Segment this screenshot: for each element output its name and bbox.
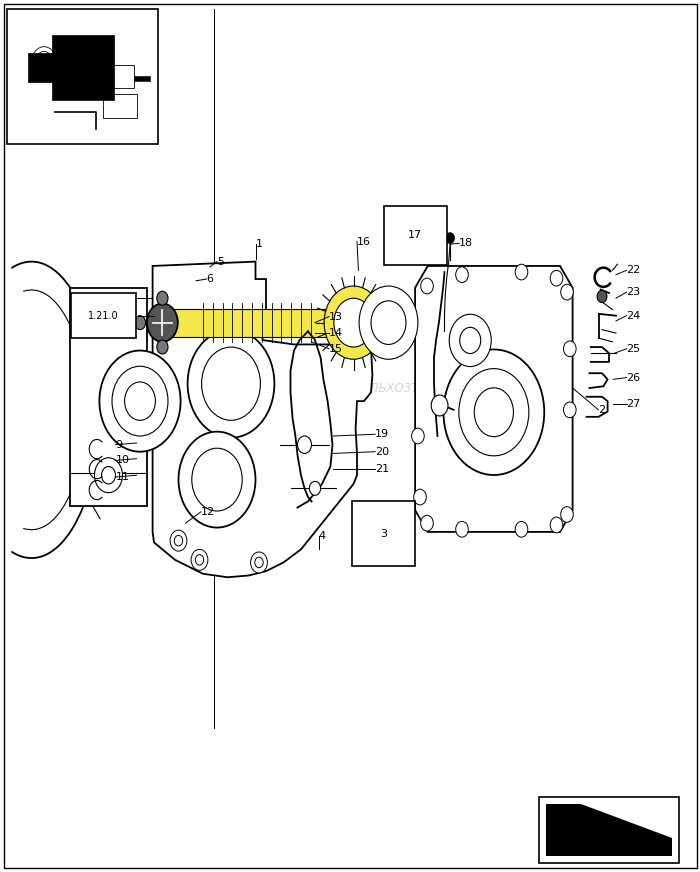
Circle shape: [324, 286, 383, 359]
Text: 1: 1: [256, 239, 262, 249]
Circle shape: [298, 436, 312, 453]
Circle shape: [102, 467, 116, 484]
Bar: [28, 52, 55, 82]
Circle shape: [251, 552, 267, 573]
Text: 7: 7: [122, 293, 130, 303]
Circle shape: [456, 521, 468, 537]
Circle shape: [32, 47, 57, 78]
Text: 8: 8: [122, 310, 130, 321]
Circle shape: [178, 432, 256, 528]
Circle shape: [192, 448, 242, 511]
Circle shape: [255, 557, 263, 568]
Circle shape: [460, 327, 481, 353]
Bar: [103, 94, 137, 118]
Bar: [52, 35, 113, 100]
Circle shape: [446, 233, 454, 243]
Circle shape: [550, 270, 563, 286]
Circle shape: [449, 314, 491, 366]
Text: ИНФОРМАЦИЯ ДЛЯ СЕЛЬХОЗТЕХНИКИ: ИНФОРМАЦИЯ ДЛЯ СЕЛЬХОЗТЕХНИКИ: [232, 382, 468, 394]
Circle shape: [188, 330, 274, 438]
Circle shape: [99, 351, 181, 452]
Text: 2: 2: [598, 405, 606, 415]
Bar: [539, 797, 679, 863]
Text: 23: 23: [626, 287, 640, 297]
Circle shape: [112, 366, 168, 436]
Circle shape: [371, 301, 406, 344]
Text: 17: 17: [408, 230, 422, 241]
Circle shape: [444, 350, 545, 475]
Text: 3: 3: [380, 528, 387, 539]
Text: 12: 12: [201, 507, 215, 517]
Text: 1.21.0: 1.21.0: [88, 310, 119, 321]
Text: 11: 11: [116, 472, 130, 482]
Circle shape: [561, 507, 573, 522]
Text: 19: 19: [375, 429, 389, 439]
Circle shape: [195, 555, 204, 565]
Circle shape: [134, 316, 146, 330]
Circle shape: [157, 340, 168, 354]
Circle shape: [38, 56, 49, 69]
Circle shape: [174, 535, 183, 546]
Text: 9: 9: [116, 439, 122, 450]
Polygon shape: [153, 262, 372, 577]
Text: 14: 14: [329, 328, 343, 338]
Text: 4: 4: [318, 531, 326, 542]
Text: 21: 21: [375, 464, 389, 474]
Circle shape: [475, 388, 514, 437]
Text: 22: 22: [626, 265, 640, 276]
Circle shape: [564, 402, 576, 418]
Text: 6: 6: [206, 274, 214, 284]
Bar: [546, 804, 672, 856]
Circle shape: [309, 481, 321, 495]
Bar: [107, 65, 134, 88]
Polygon shape: [415, 266, 573, 532]
Circle shape: [561, 284, 573, 300]
Text: 5: 5: [217, 256, 224, 267]
Circle shape: [334, 298, 373, 347]
Text: 18: 18: [459, 238, 473, 249]
Circle shape: [412, 428, 424, 444]
Text: 20: 20: [375, 446, 389, 457]
Circle shape: [64, 41, 87, 70]
Circle shape: [459, 369, 529, 456]
Circle shape: [359, 286, 418, 359]
Circle shape: [94, 458, 122, 493]
Bar: [161, 309, 364, 337]
Circle shape: [147, 303, 178, 342]
Circle shape: [431, 395, 448, 416]
Text: 15: 15: [329, 344, 343, 354]
Circle shape: [202, 347, 260, 420]
Circle shape: [515, 521, 528, 537]
Circle shape: [157, 291, 168, 305]
Circle shape: [36, 51, 52, 73]
Circle shape: [421, 278, 433, 294]
Circle shape: [191, 549, 208, 570]
Circle shape: [125, 382, 155, 420]
Circle shape: [456, 267, 468, 283]
Bar: [7, 9, 158, 144]
Circle shape: [550, 517, 563, 533]
Circle shape: [50, 61, 65, 80]
Circle shape: [170, 530, 187, 551]
Text: 10: 10: [116, 455, 130, 466]
Circle shape: [421, 515, 433, 531]
Text: 24: 24: [626, 310, 640, 321]
Bar: [70, 288, 147, 506]
Circle shape: [597, 290, 607, 303]
Text: 26: 26: [626, 372, 640, 383]
Circle shape: [80, 58, 99, 82]
Text: 27: 27: [626, 399, 640, 409]
Circle shape: [515, 264, 528, 280]
Text: 13: 13: [329, 311, 343, 322]
Polygon shape: [581, 804, 672, 838]
Text: 16: 16: [357, 236, 371, 247]
Text: 25: 25: [626, 344, 640, 354]
Circle shape: [414, 489, 426, 505]
Circle shape: [564, 341, 576, 357]
